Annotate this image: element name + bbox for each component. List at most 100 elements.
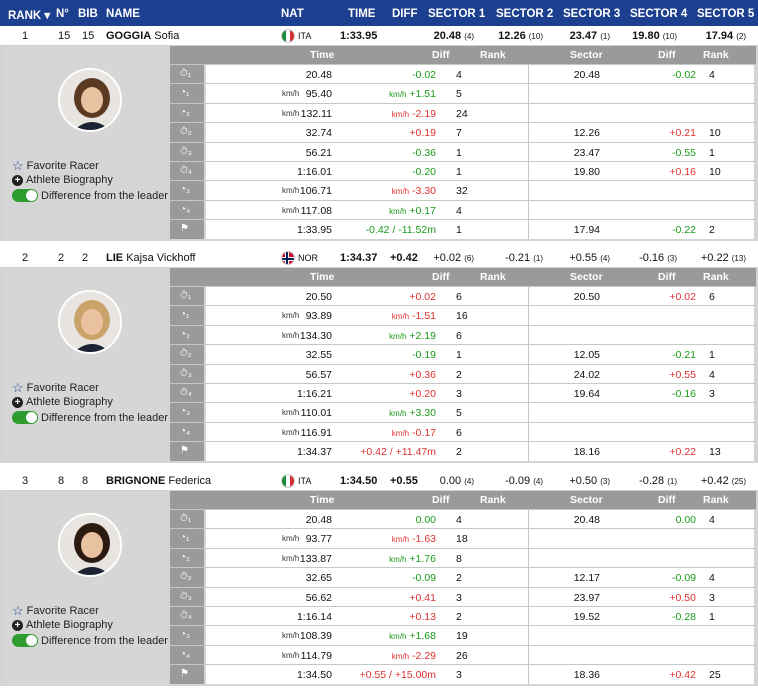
split-sector-cells: 17.94 -0.22 2 [528, 220, 754, 239]
sector-time: 12.05 [573, 349, 600, 362]
col-sector3-header[interactable]: SECTOR 3 [563, 8, 621, 20]
th-sector: Sector [570, 494, 603, 506]
total-time: 1:34.50 [340, 475, 378, 487]
sector-rank: 4 [709, 514, 715, 526]
split-main-cells: 1:16.01 -0.20 1 [206, 161, 528, 181]
sector-3-value: +0.55 (4) [569, 252, 610, 264]
split-row: ⏱₁ 20.50 +0.02 6 20.50 +0.02 6 [170, 286, 756, 306]
split-point-icon: ⏱₃ [180, 367, 192, 379]
col-sector2-header[interactable]: SECTOR 2 [496, 8, 554, 20]
sector-rank: 1 [709, 610, 715, 623]
racer-summary-row[interactable]: 3 8 8 BRIGNONE Federica ITA 1:34.50 +0.55 0.00 … [0, 471, 758, 491]
sector-time: 17.94 [573, 224, 600, 237]
split-sector-cells: 19.80 +0.16 10 [528, 161, 754, 181]
split-main-cells: km/h 108.39 km/h +1.68 19 [206, 626, 528, 645]
split-icon-cell: ◔₂ [170, 548, 204, 568]
split-time: 20.50 [305, 291, 332, 303]
split-sector-cells: 18.36 +0.42 25 [528, 665, 754, 684]
split-icon-cell: ⏱₄ [170, 606, 204, 626]
col-sector1-header[interactable]: SECTOR 1 [428, 8, 486, 20]
sector-time: 23.47 [573, 146, 600, 159]
split-rank: 7 [456, 127, 462, 140]
split-diff: +0.20 [409, 387, 436, 400]
split-row: ⏱₁ 20.48 0.00 4 20.48 0.00 4 [170, 509, 756, 529]
split-sector-cells [528, 626, 754, 645]
favorite-racer-link[interactable]: ☆ Favorite Racer [12, 603, 99, 618]
split-rank: 2 [456, 368, 462, 381]
sector-rank: 1 [709, 146, 715, 159]
split-icon-cell: ⏱₄ [170, 161, 204, 181]
racer-sidebar: ☆ Favorite Racer + Athlete Biography Differe… [4, 491, 168, 686]
split-point-icon: ◔₁ [180, 309, 190, 321]
split-row: ⏱₂ 32.65 -0.09 2 12.17 -0.09 4 [170, 567, 756, 587]
difference-from-leader-toggle[interactable]: Difference from the leader [12, 411, 168, 424]
split-point-icon: ⏱₂ [180, 348, 192, 360]
split-sector-cells: 20.50 +0.02 6 [528, 287, 754, 306]
toggle-switch[interactable] [12, 634, 38, 647]
split-time: 108.39 [299, 630, 332, 643]
rank: 3 [22, 475, 29, 487]
th-time: Time [310, 494, 335, 506]
th-sector-diff: Diff [658, 271, 676, 283]
sector-diff: -0.22 [672, 224, 696, 237]
difference-from-leader-toggle[interactable]: Difference from the leader [12, 634, 168, 647]
favorite-racer-link[interactable]: ☆ Favorite Racer [12, 380, 99, 395]
split-sector-cells: 20.48 -0.02 4 [528, 65, 754, 84]
athlete-biography-link[interactable]: + Athlete Biography [12, 174, 113, 186]
athlete-biography-link[interactable]: + Athlete Biography [12, 396, 113, 408]
col-name-header[interactable]: NAME [106, 8, 140, 20]
col-rank-header[interactable]: RANK ▾ [8, 10, 51, 22]
split-diff: km/h +1.68 [389, 630, 436, 643]
avatar [58, 513, 122, 577]
split-point-icon: ⏱₁ [180, 513, 192, 524]
racer-name[interactable]: GOGGIA Sofia [106, 30, 179, 42]
split-row: ⏱₃ 56.57 +0.36 2 24.02 +0.55 4 [170, 363, 756, 383]
col-sector4-header[interactable]: SECTOR 4 [630, 8, 688, 20]
split-icon-cell: ◔₄ [170, 422, 204, 442]
split-time: 106.71 [299, 185, 332, 198]
bib: 8 [82, 475, 89, 487]
toggle-switch[interactable] [12, 189, 38, 202]
toggle-switch[interactable] [12, 411, 38, 424]
split-row: ⚑ 1:34.37 +0.42 / +11.47m 2 18.16 +0.22 13 [170, 441, 756, 461]
racer-surname: LIE [106, 252, 124, 264]
nation: NOR [298, 253, 318, 263]
difference-from-leader-toggle[interactable]: Difference from the leader [12, 189, 168, 202]
split-icon-cell: ◔₄ [170, 200, 204, 220]
unit-label: km/h [282, 108, 300, 118]
split-main-cells: 56.62 +0.41 3 [206, 587, 528, 606]
racer-summary-row[interactable]: 1 15 15 GOGGIA Sofia ITA 1:33.95 20.48 (4) 12.2… [0, 26, 758, 46]
col-bib-header[interactable]: BIB [78, 8, 98, 20]
split-main-cells: km/h 114.79 km/h -2.29 26 [206, 645, 528, 665]
athlete-biography-link[interactable]: + Athlete Biography [12, 619, 113, 631]
split-icon-cell: ⏱₃ [170, 364, 204, 383]
sector-3-value: 23.47 (1) [569, 30, 610, 42]
racer-name[interactable]: LIE Kajsa Vickhoff [106, 252, 196, 264]
th-sector-rank: Rank [703, 271, 729, 283]
racer-firstname: Federica [168, 475, 212, 487]
col-nat-header[interactable]: NAT [281, 8, 304, 20]
col-diff-header[interactable]: DIFF [392, 8, 418, 20]
split-main-cells: 1:33.95 -0.42 / -11.52m 1 [206, 220, 528, 239]
split-rank: 3 [456, 669, 462, 682]
col-sector5-header[interactable]: SECTOR 5 [697, 8, 755, 20]
split-main-cells: 20.48 0.00 4 [206, 510, 528, 529]
split-main-cells: 20.50 +0.02 6 [206, 287, 528, 306]
split-row: ◔₂ km/h 134.30 km/h +2.19 6 [170, 324, 756, 345]
favorite-racer-link[interactable]: ☆ Favorite Racer [12, 158, 99, 173]
split-icon-cell: ◔₃ [170, 403, 204, 422]
col-no-header[interactable]: N° [56, 8, 69, 20]
split-sector-cells: 12.05 -0.21 1 [528, 345, 754, 364]
split-main-cells: 1:34.50 +0.55 / +15.00m 3 [206, 665, 528, 684]
th-rank: Rank [480, 494, 506, 506]
racer-summary-row[interactable]: 2 2 2 LIE Kajsa Vickhoff NOR 1:34.37 +0.42 +0.0… [0, 248, 758, 268]
bib: 2 [82, 252, 89, 264]
split-diff: +0.36 [409, 368, 436, 381]
racer-name[interactable]: BRIGNONE Federica [106, 475, 211, 487]
col-time-header[interactable]: TIME [348, 8, 376, 20]
split-icon-cell: ◔₄ [170, 645, 204, 665]
racer-surname: BRIGNONE [106, 475, 166, 487]
unit-label: km/h [282, 205, 300, 215]
racer-sidebar: ☆ Favorite Racer + Athlete Biography Differe… [4, 268, 168, 463]
split-point-icon: ⏱₃ [180, 145, 192, 157]
